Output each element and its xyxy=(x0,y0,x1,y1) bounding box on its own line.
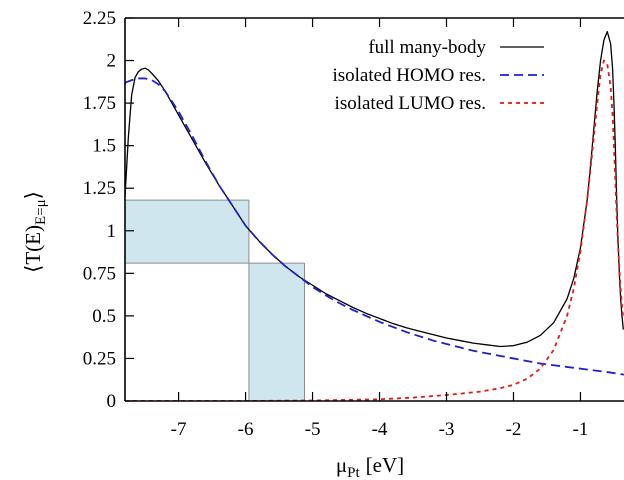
y-tick-label: 0.25 xyxy=(83,348,116,369)
legend-label-0: full many-body xyxy=(368,37,486,58)
x-axis-label: μPt [eV] xyxy=(336,453,404,480)
x-axis-subscript: Pt xyxy=(347,465,360,480)
y-tick-label: 1.5 xyxy=(92,136,116,157)
y-tick-label: 1.25 xyxy=(83,178,116,199)
y-axis-label-close: ⟩ xyxy=(21,191,45,199)
x-tick-label: -3 xyxy=(439,419,455,440)
plot-frame xyxy=(124,17,624,402)
y-tick-labels: 0 0.25 0.5 0.75 1 1.25 1.5 1.75 2 2.25 xyxy=(83,8,116,412)
y-tick-label: 0 xyxy=(107,391,117,412)
shaded-region-1 xyxy=(248,263,305,401)
series-line-1 xyxy=(125,77,624,376)
y-axis-label-subscript: E=μ xyxy=(33,199,49,225)
axis-ticks xyxy=(125,17,582,402)
legend-label-2: isolated LUMO res. xyxy=(335,93,486,114)
legend-label-1: isolated HOMO res. xyxy=(332,65,486,86)
legend: full many-body isolated HOMO res. isolated… xyxy=(332,37,544,114)
shaded-region-0 xyxy=(125,200,249,264)
y-tick-label: 2 xyxy=(107,51,117,72)
x-tick-label: -4 xyxy=(372,419,388,440)
y-tick-label: 1 xyxy=(107,221,117,242)
x-tick-label: -5 xyxy=(305,419,321,440)
highlight-regions xyxy=(125,200,305,401)
x-tick-label: -6 xyxy=(238,419,254,440)
x-axis-unit: [eV] xyxy=(366,453,404,477)
y-axis-label: ⟨T(E)E=μ⟩ xyxy=(21,191,49,273)
y-axis-label-main: ⟨T(E) xyxy=(21,225,45,273)
y-tick-label: 1.75 xyxy=(83,93,116,114)
x-tick-labels: -7 -6 -5 -4 -3 -2 -1 xyxy=(171,419,589,440)
x-tick-label: -7 xyxy=(171,419,187,440)
x-tick-label: -2 xyxy=(506,419,522,440)
y-tick-label: 2.25 xyxy=(83,8,116,29)
y-tick-label: 0.75 xyxy=(83,263,116,284)
y-tick-label: 0.5 xyxy=(92,306,116,327)
x-tick-label: -1 xyxy=(573,419,589,440)
x-axis-symbol: μ xyxy=(336,453,347,477)
